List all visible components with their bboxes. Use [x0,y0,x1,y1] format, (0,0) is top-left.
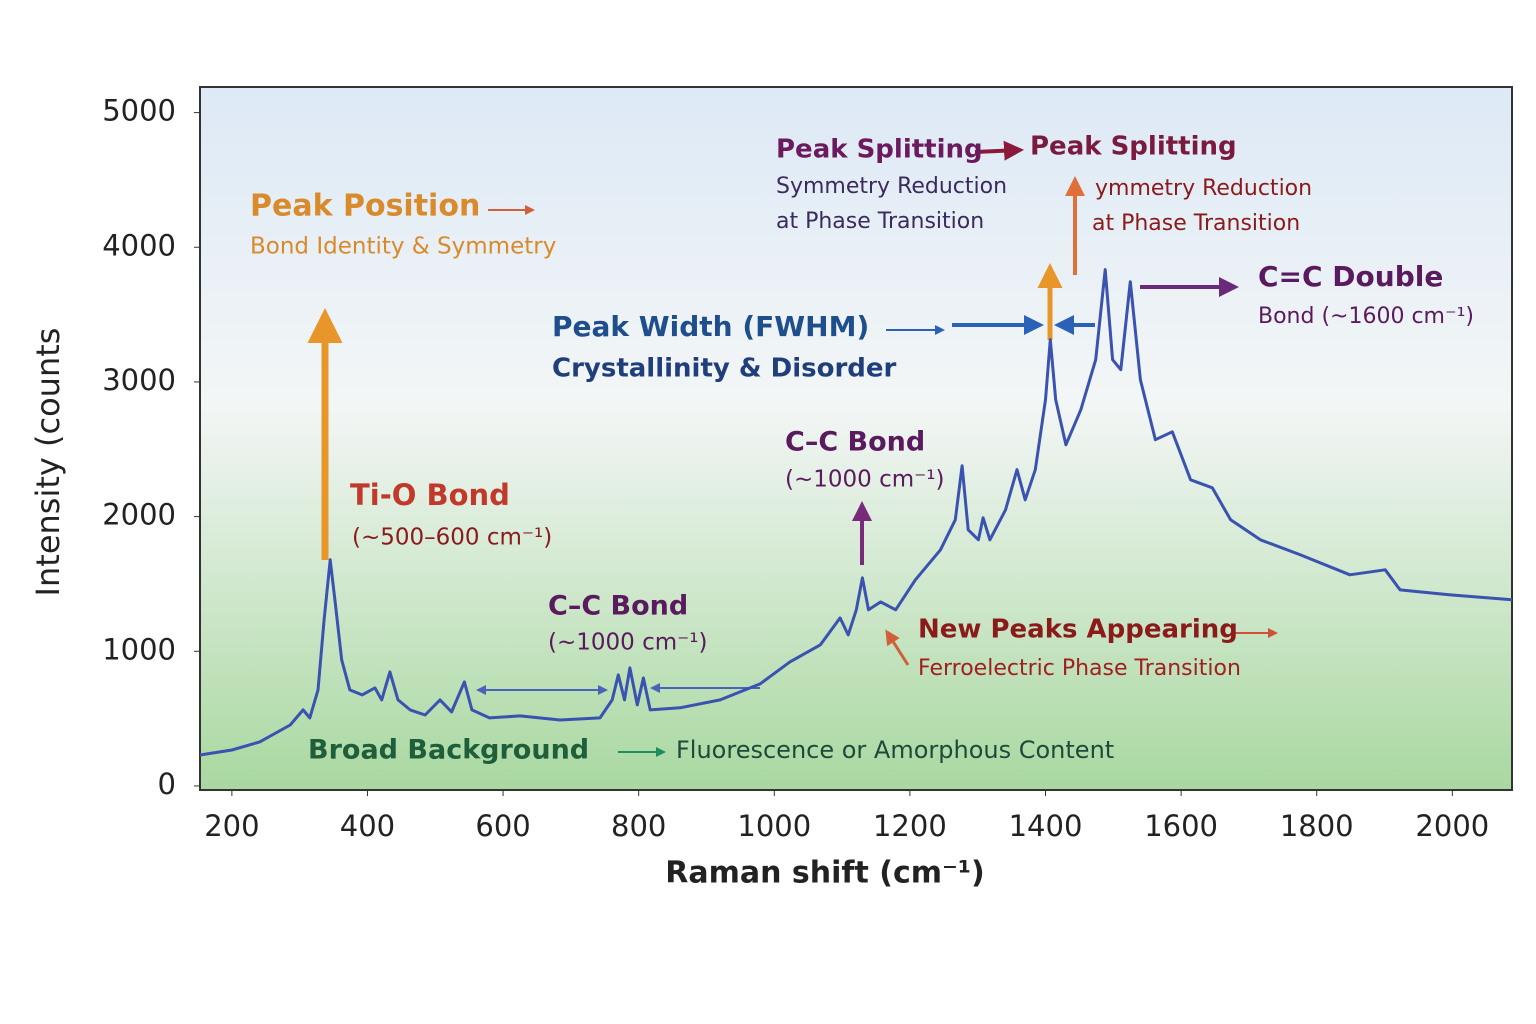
annotation: Ti-O Bond [350,478,510,512]
annotation: Peak Splitting [776,135,983,165]
annotation: Crystallinity & Disorder [552,354,897,384]
y-tick-label: 1000 [102,632,176,666]
annotation: Ferroelectric Phase Transition [918,656,1241,681]
annotation: Peak Splitting [1030,132,1237,162]
x-tick-label: 1800 [1280,809,1354,843]
annotation: (~500–600 cm⁻¹) [352,525,552,551]
x-tick-label: 600 [475,809,530,843]
annotation: C–C Bond [548,591,688,622]
y-tick-label: 3000 [102,363,176,397]
x-tick-label: 1400 [1009,809,1083,843]
annotation: Fluorescence or Amorphous Content [676,736,1114,764]
y-tick-label: 0 [158,767,176,801]
x-tick-label: 400 [340,809,395,843]
x-tick-label: 1200 [873,809,947,843]
annotation: at Phase Transition [776,209,984,234]
annotation: C–C Bond [785,427,925,458]
annotation: Broad Background [308,735,589,766]
annotation: (~1000 cm⁻¹) [785,467,944,493]
y-tick-label: 5000 [102,94,176,128]
annotation: Symmetry Reduction [776,174,1007,199]
y-tick-label: 2000 [102,498,176,532]
x-tick-label: 1000 [737,809,811,843]
spectrum-line [199,268,1513,757]
x-tick-label: 2000 [1415,809,1489,843]
annotation: at Phase Transition [1092,211,1300,236]
y-axis-label: Intensity (counts [29,328,67,597]
annotation: Peak Position [250,189,480,224]
annotation: New Peaks Appearing [918,615,1238,645]
annotation: (~1000 cm⁻¹) [548,630,707,656]
annotation: Bond (~1600 cm⁻¹) [1258,304,1474,329]
x-tick-label: 800 [611,809,666,843]
annotation: Peak Width (FWHM) [552,310,869,343]
x-axis-label: Raman shift (cm⁻¹) [665,856,984,891]
x-tick-label: 200 [204,809,259,843]
plot-area [199,86,1513,791]
arrows [307,140,1278,757]
annotation: C=C Double [1258,260,1443,293]
annotation: ymmetry Reduction [1095,176,1312,201]
x-tick-label: 1600 [1144,809,1218,843]
y-tick-label: 4000 [102,228,176,262]
annotation: Bond Identity & Symmetry [250,234,556,260]
